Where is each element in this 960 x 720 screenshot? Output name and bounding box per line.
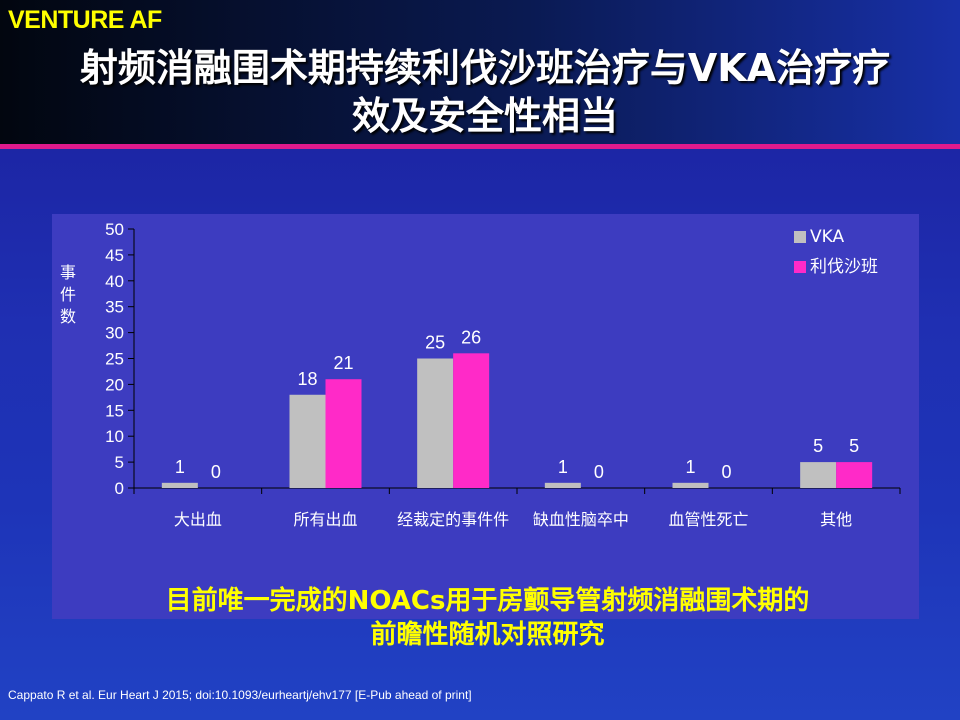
- x-tick-label-3: 缺血性脑卒中: [533, 510, 629, 529]
- y-tick-label-6: 30: [105, 324, 124, 343]
- bar-rivaroxaban-1: [325, 379, 362, 488]
- bar-vka-5: [800, 462, 837, 488]
- chart-panel: 0 5 10 15 20 25 30 35 40 45 50 事件数大出血 1 0 所有出血 18 21 经裁定的…: [52, 214, 919, 619]
- y-tick-label-0: 0: [115, 479, 124, 498]
- brand-label: VENTURE AF: [8, 6, 162, 34]
- bar-vka-0: [161, 482, 198, 488]
- legend-label-1: 利伐沙班: [810, 257, 878, 277]
- title-banner: [0, 0, 960, 146]
- y-tick-label-2: 10: [105, 427, 124, 446]
- bar-vka-1: [289, 394, 326, 488]
- citation: Cappato R et al. Eur Heart J 2015; doi:1…: [8, 688, 472, 702]
- data-label-vka-3: 1: [558, 457, 568, 477]
- slide-title: 射频消融围术期持续利伐沙班治疗与VKA治疗疗 效及安全性相当: [20, 44, 950, 140]
- y-tick-label-7: 35: [105, 298, 124, 317]
- data-label-rivaroxaban-1: 21: [333, 353, 353, 373]
- legend-swatch-1: [794, 261, 806, 273]
- bar-rivaroxaban-5: [836, 462, 873, 488]
- y-tick-label-1: 5: [115, 453, 124, 472]
- x-tick-label-2: 经裁定的事件件: [397, 510, 509, 529]
- data-label-rivaroxaban-2: 26: [461, 327, 481, 347]
- data-label-vka-5: 5: [813, 436, 823, 456]
- y-tick-label-5: 25: [105, 350, 124, 369]
- data-label-rivaroxaban-4: 0: [721, 462, 731, 482]
- y-tick-label-3: 15: [105, 401, 124, 420]
- x-tick-label-5: 其他: [820, 510, 852, 529]
- bar-vka-3: [544, 482, 581, 488]
- data-label-vka-0: 1: [175, 457, 185, 477]
- data-label-vka-1: 18: [297, 369, 317, 389]
- y-axis-label-char-2: 数: [60, 307, 76, 326]
- legend-label-0: VKA: [810, 227, 844, 247]
- accent-divider: [0, 144, 960, 149]
- slide-title-line-1: 射频消融围术期持续利伐沙班治疗与VKA治疗疗: [79, 46, 891, 90]
- bar-rivaroxaban-2: [453, 353, 490, 488]
- y-tick-label-9: 45: [105, 246, 124, 265]
- y-tick-label-10: 50: [105, 220, 124, 239]
- y-axis-label-char-0: 事: [60, 263, 76, 282]
- y-axis-label-char-1: 件: [60, 285, 76, 304]
- x-tick-label-0: 大出血: [174, 510, 222, 529]
- data-label-rivaroxaban-3: 0: [594, 462, 604, 482]
- x-tick-label-1: 所有出血: [293, 510, 357, 529]
- legend-swatch-0: [794, 231, 806, 243]
- y-tick-label-4: 20: [105, 375, 124, 394]
- y-tick-label-8: 40: [105, 272, 124, 291]
- data-label-rivaroxaban-0: 0: [211, 462, 221, 482]
- study-note: 目前唯一完成的NOACs用于房颤导管射频消融围术期的 前瞻性随机对照研究: [60, 584, 915, 652]
- data-label-rivaroxaban-5: 5: [849, 436, 859, 456]
- data-label-vka-2: 25: [425, 333, 445, 353]
- bar-vka-2: [417, 358, 454, 488]
- study-note-line-1: 目前唯一完成的NOACs用于房颤导管射频消融围术期的: [165, 586, 810, 616]
- bar-vka-4: [672, 482, 709, 488]
- data-label-vka-4: 1: [685, 457, 695, 477]
- study-note-line-2: 前瞻性随机对照研究: [370, 620, 605, 650]
- x-tick-label-4: 血管性死亡: [668, 510, 748, 529]
- slide-title-line-2: 效及安全性相当: [351, 94, 618, 138]
